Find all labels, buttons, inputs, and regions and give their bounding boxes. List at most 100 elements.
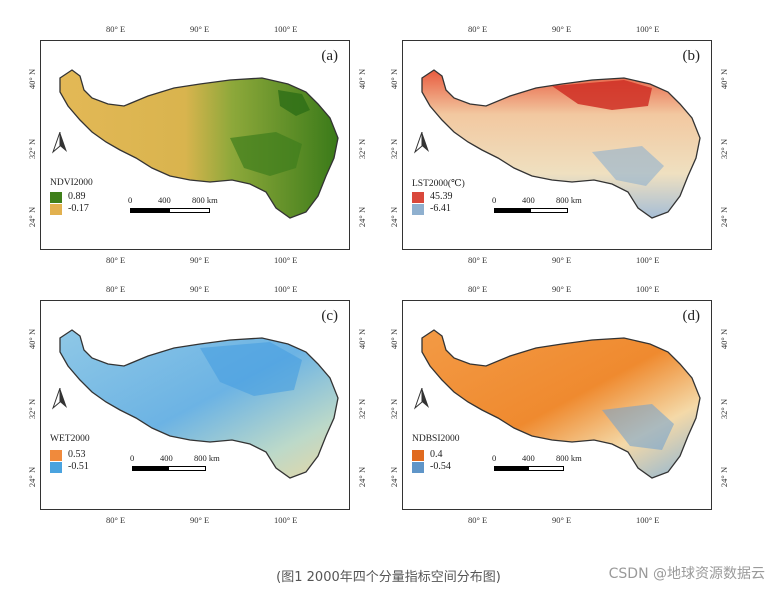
legend-swatch-low [50,462,62,473]
scale-bar [494,208,568,213]
scale-bar [130,208,210,213]
lat-label: 24° N [718,466,729,488]
lat-label: 32° N [389,138,400,160]
lat-label: 32° N [356,398,367,420]
plateau-map [421,69,701,219]
lat-label: 32° N [27,138,38,160]
lon-label: 100° E [636,24,660,34]
legend-swatch-low [412,462,424,473]
legend-title: NDBSI2000 [412,434,460,444]
lon-label: 90° E [190,24,210,34]
north-arrow-icon [413,387,430,415]
lat-label: 32° N [356,138,367,160]
lon-label: 90° E [552,24,572,34]
panel-label: (b) [682,48,701,64]
scale-label-0: 0 [492,453,497,463]
map-panel-d: 80° E 90° E 100° E 80° E 90° E 100° E 40… [389,284,729,525]
lon-label: 80° E [468,284,488,294]
lat-label: 40° N [27,328,38,350]
scale-label-800: 800 km [192,195,218,205]
legend-title: LST2000(℃) [412,179,465,189]
lon-label: 100° E [636,515,660,525]
lon-label: 100° E [274,284,298,294]
legend-swatch-high [50,192,62,203]
legend-min: -0.17 [68,203,89,214]
lat-label: 24° N [27,206,38,228]
scale-label-800: 800 km [556,453,582,463]
scale-label-800: 800 km [194,453,220,463]
scale-bar [494,466,564,471]
lon-label: 100° E [636,284,660,294]
lat-label: 40° N [356,68,367,90]
legend-swatch-high [412,192,424,203]
legend-max: 0.53 [68,449,86,460]
legend-title: WET2000 [50,434,90,444]
lon-label: 80° E [106,284,126,294]
lon-label: 80° E [468,515,488,525]
lon-label: 90° E [190,515,210,525]
lon-label: 100° E [274,255,298,265]
lon-label: 80° E [468,255,488,265]
lat-label: 32° N [27,398,38,420]
legend-swatch-low [50,204,62,215]
plateau-map [59,329,339,479]
lat-label: 24° N [718,206,729,228]
scale-label-400: 400 [158,195,171,205]
lon-label: 100° E [274,515,298,525]
map-panel-b: 80° E 90° E 100° E 80° E 90° E 100° E 40… [389,24,729,265]
lon-label: 90° E [552,284,572,294]
lat-label: 32° N [718,138,729,160]
plateau-map [59,69,339,219]
map-panel-c: 80° E 90° E 100° E 80° E 90° E 100° E 40… [27,284,367,525]
map-panel-a: 80° E 90° E 100° E 80° E 90° E 100° E 40… [27,24,367,265]
panel-label: (c) [321,308,338,324]
lon-label: 80° E [468,24,488,34]
lon-label: 100° E [636,255,660,265]
lat-label: 40° N [356,328,367,350]
legend-swatch-high [412,450,424,461]
figure-caption: (图1 2000年四个分量指标空间分布图) [276,570,501,585]
lon-label: 90° E [190,284,210,294]
lon-label: 80° E [106,24,126,34]
lat-label: 40° N [27,68,38,90]
scale-label-400: 400 [522,195,535,205]
panel-label: (d) [682,308,701,324]
legend-min: -0.51 [68,461,89,472]
lat-label: 24° N [389,466,400,488]
lat-label: 40° N [389,68,400,90]
legend-max: 0.89 [68,191,86,202]
lon-label: 80° E [106,515,126,525]
lon-label: 90° E [190,255,210,265]
scale-bar [132,466,206,471]
lon-label: 80° E [106,255,126,265]
scale-label-0: 0 [130,453,135,463]
legend-swatch-low [412,204,424,215]
legend-min: -6.41 [430,203,451,214]
plateau-region [59,69,339,219]
scale-label-400: 400 [160,453,173,463]
lon-label: 90° E [552,255,572,265]
panel-label: (a) [321,48,338,64]
lon-label: 90° E [552,515,572,525]
north-arrow-icon [51,387,68,415]
legend-title: NDVI2000 [50,178,93,188]
lat-label: 24° N [27,466,38,488]
lon-label: 100° E [274,24,298,34]
scale-label-800: 800 km [556,195,582,205]
lat-label: 24° N [356,466,367,488]
legend-max: 45.39 [430,191,453,202]
scale-label-0: 0 [492,195,497,205]
lat-label: 32° N [718,398,729,420]
legend-swatch-high [50,450,62,461]
lat-label: 32° N [389,398,400,420]
plateau-map [421,329,701,479]
legend-max: 0.4 [430,449,443,460]
watermark: CSDN @地球资源数据云 [608,566,765,582]
lat-label: 24° N [356,206,367,228]
north-arrow-icon [51,131,68,159]
scale-label-0: 0 [128,195,133,205]
lat-label: 40° N [389,328,400,350]
scale-label-400: 400 [522,453,535,463]
lat-label: 24° N [389,206,400,228]
lat-label: 40° N [718,68,729,90]
